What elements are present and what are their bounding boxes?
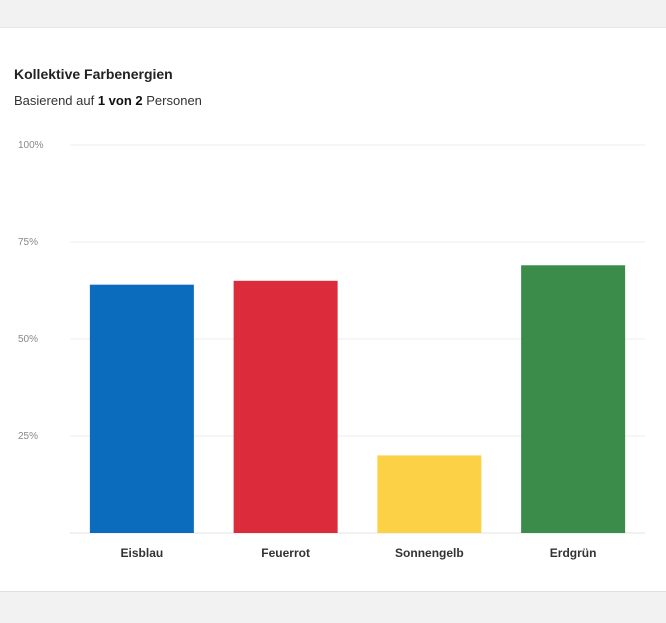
x-tick-label: Eisblau <box>121 546 164 560</box>
bar-feuerrot[interactable] <box>233 280 338 533</box>
x-tick-label: Erdgrün <box>550 546 597 560</box>
y-tick-label: 100% <box>18 140 44 151</box>
bar-erdgrün[interactable] <box>521 265 626 533</box>
y-tick-label: 75% <box>18 237 38 248</box>
bar-eisblau[interactable] <box>89 284 194 533</box>
x-tick-label: Feuerrot <box>261 546 310 560</box>
subtitle-prefix: Basierend auf <box>14 93 98 108</box>
chart-subtitle: Basierend auf 1 von 2 Personen <box>14 93 202 108</box>
x-tick-label: Sonnengelb <box>395 546 464 560</box>
chart-card: Kollektive Farbenergien Basierend auf 1 … <box>0 27 666 592</box>
bar-sonnengelb[interactable] <box>377 455 482 533</box>
y-tick-label: 25% <box>18 431 38 442</box>
y-tick-label: 50% <box>18 334 38 345</box>
top-strip <box>0 0 666 12</box>
chart-title: Kollektive Farbenergien <box>14 66 173 82</box>
subtitle-suffix: Personen <box>142 93 202 108</box>
subtitle-count: 1 von 2 <box>97 93 143 108</box>
bar-chart: 25% 50% 75% 100% Eisblau Feuerrot Sonnengelb Er… <box>18 140 645 560</box>
